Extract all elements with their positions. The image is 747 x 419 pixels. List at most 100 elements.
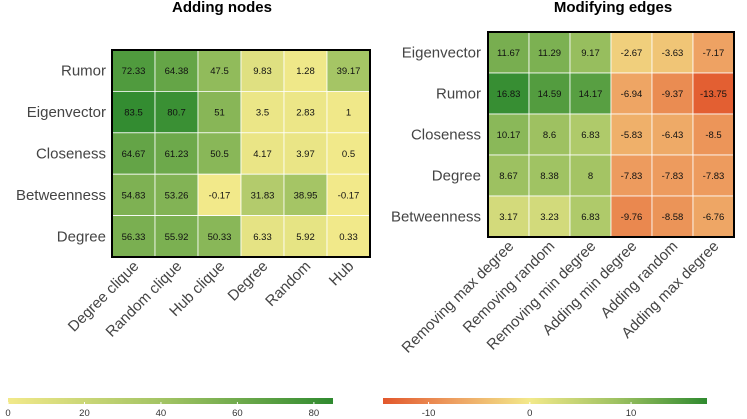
colorbar-tick-label: -10	[422, 408, 436, 419]
cell-value-label: 9.83	[253, 66, 272, 77]
cell-value-label: 5.92	[296, 232, 315, 243]
heatmap-cell	[692, 72, 735, 115]
heatmap-cell	[283, 132, 328, 175]
heatmap-cell	[610, 72, 653, 115]
cell-value-label: 3.97	[296, 149, 315, 160]
cell-value-label: 80.7	[167, 108, 186, 119]
cell-value-label: 31.83	[251, 190, 275, 201]
cell-value-label: 14.17	[579, 89, 603, 100]
row-label: Betweenness	[391, 209, 481, 226]
chart-title: Adding nodes	[172, 0, 272, 16]
heatmap-cell	[569, 154, 612, 197]
cell-value-label: 6.83	[581, 212, 600, 223]
heatmap-cell	[610, 195, 653, 238]
heatmap-cell	[610, 31, 653, 74]
cell-value-label: 55.92	[165, 232, 189, 243]
heatmap-cell	[154, 173, 199, 216]
colorbar-tick-label: 80	[309, 408, 320, 419]
row-label: Closeness	[36, 146, 106, 163]
cell-value-label: 53.26	[165, 190, 189, 201]
heatmap-cell	[154, 49, 199, 92]
cell-value-label: 61.23	[165, 149, 189, 160]
cell-value-label: -9.37	[662, 89, 684, 100]
heatmap-cells: 72.33 64.38 47.5 9.83 1.28 39.17 83.5 80.7 51 3.5…	[111, 49, 371, 258]
heatmap-cell	[111, 49, 156, 92]
cell-value-label: 1.28	[296, 66, 315, 77]
heatmap-cell	[326, 91, 371, 134]
colorbar-tick-label: 0	[5, 408, 10, 419]
cell-value-label: 64.38	[165, 66, 189, 77]
cell-value-label: 8.38	[540, 171, 559, 182]
colorbar-tick-label: 0	[527, 408, 532, 419]
heatmap-cell	[240, 132, 285, 175]
cell-value-label: -0.17	[338, 190, 360, 201]
colorbar: 0 20 40 60 80	[5, 398, 333, 419]
cell-value-label: 11.29	[538, 48, 561, 59]
heatmap-cell	[610, 154, 653, 197]
cell-value-label: 0.5	[342, 149, 355, 160]
heatmap-cell	[528, 72, 571, 115]
colorbar-gradient	[8, 398, 333, 404]
cell-value-label: 8	[588, 171, 593, 182]
cell-value-label: -8.5	[705, 130, 721, 141]
heatmap-cell	[692, 154, 735, 197]
heatmap-cell	[283, 173, 328, 216]
heatmap-cell	[197, 215, 242, 258]
cell-value-label: -8.58	[662, 212, 684, 223]
row-label: Degree	[57, 228, 106, 245]
colorbar-tick-label: 20	[79, 408, 90, 419]
cell-value-label: 6.83	[581, 130, 600, 141]
heatmap-cell	[240, 215, 285, 258]
cell-value-label: 39.17	[337, 66, 361, 77]
cell-value-label: -7.83	[662, 171, 684, 182]
column-label: Hub	[326, 258, 357, 289]
colorbar-gradient	[383, 398, 707, 404]
heatmap-cell	[610, 113, 653, 156]
cell-value-label: 51	[214, 108, 225, 119]
cell-value-label: 4.17	[253, 149, 272, 160]
cell-value-label: 10.17	[497, 130, 521, 141]
heatmap-modifying-edges: Modifying edges 11.67 11.29 9.17 -2.67 -3.63…	[383, 0, 735, 419]
heatmap-cell	[154, 132, 199, 175]
cell-value-label: 2.83	[296, 108, 315, 119]
row-label: Betweenness	[16, 187, 106, 204]
heatmap-cells: 11.67 11.29 9.17 -2.67 -3.63 -7.17 16.83 14.59 1…	[487, 31, 735, 238]
cell-value-label: 0.33	[339, 232, 358, 243]
cell-value-label: -5.83	[621, 130, 643, 141]
cell-value-label: -7.83	[621, 171, 643, 182]
colorbar: -10 0 10	[383, 398, 707, 419]
heatmap-cell	[651, 72, 694, 115]
cell-value-label: 8.6	[543, 130, 556, 141]
cell-value-label: 1	[346, 108, 351, 119]
row-label: Rumor	[61, 63, 106, 80]
cell-value-label: -6.94	[621, 89, 643, 100]
cell-value-label: -7.17	[703, 48, 725, 59]
heatmap-cell	[651, 113, 694, 156]
heatmap-cell	[283, 215, 328, 258]
heatmap-cell	[111, 173, 156, 216]
cell-value-label: 54.83	[122, 190, 146, 201]
cell-value-label: -6.76	[703, 212, 725, 223]
chart-title: Modifying edges	[554, 0, 672, 16]
cell-value-label: 16.83	[497, 89, 521, 100]
heatmap-cell	[569, 113, 612, 156]
column-label: Random	[262, 258, 314, 310]
heatmap-cell	[326, 49, 371, 92]
colorbar-tick-label: 10	[626, 408, 637, 419]
cell-value-label: -6.43	[662, 130, 684, 141]
cell-value-label: -3.63	[662, 48, 684, 59]
row-label: Eigenvector	[402, 45, 481, 62]
row-label: Rumor	[436, 86, 481, 103]
heatmap-cell	[240, 91, 285, 134]
cell-value-label: 38.95	[294, 190, 318, 201]
heatmap-border	[487, 31, 735, 238]
cell-value-label: 14.59	[538, 89, 562, 100]
heatmap-cell	[197, 173, 242, 216]
heatmap-cell	[487, 113, 530, 156]
cell-value-label: 3.5	[256, 108, 269, 119]
cell-value-label: -9.76	[621, 212, 643, 223]
heatmap-cell	[154, 91, 199, 134]
